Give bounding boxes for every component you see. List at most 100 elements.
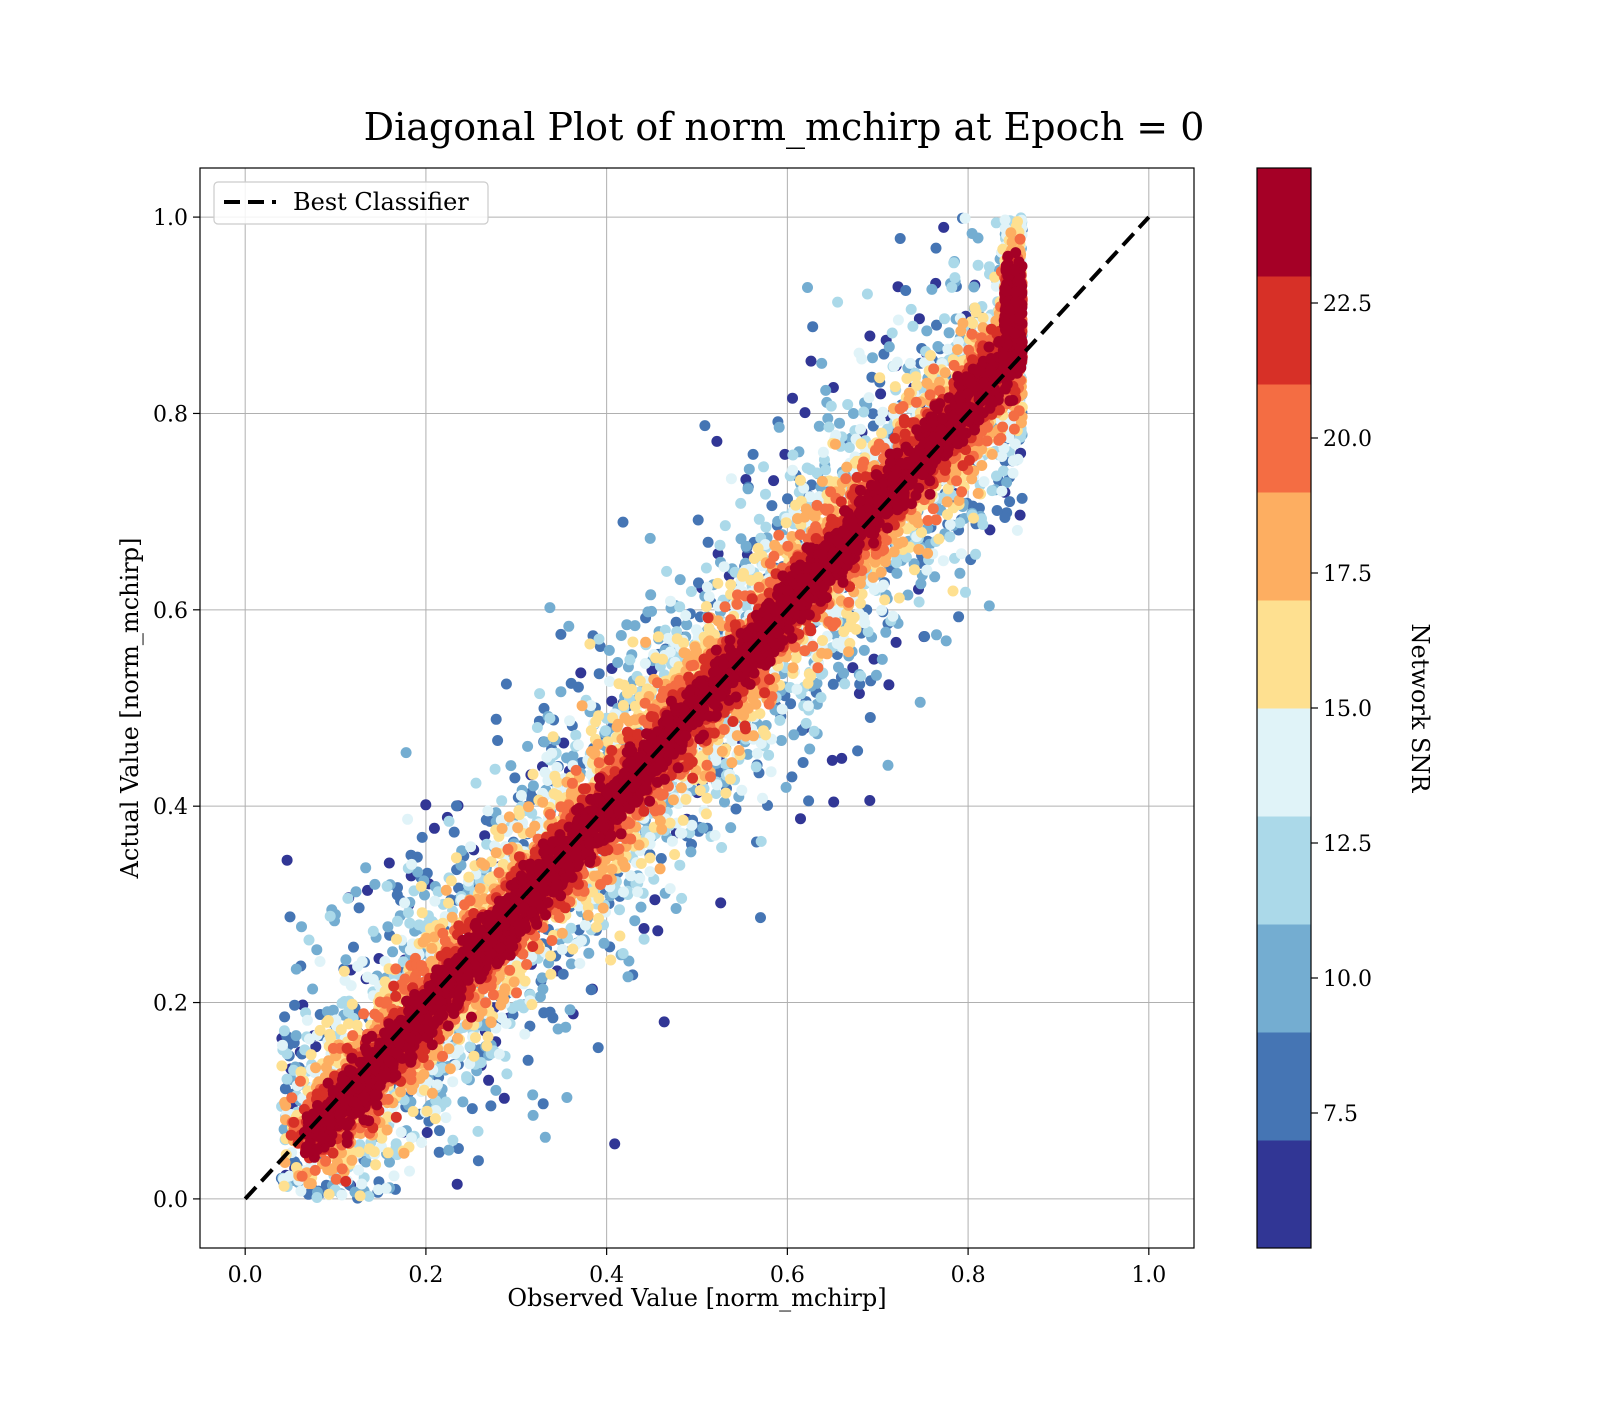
scatter-point [818,447,829,458]
scatter-point [356,1179,367,1190]
scatter-point [528,1110,539,1121]
scatter-point [609,1138,620,1149]
scatter-point [348,942,359,953]
scatter-point [447,1076,458,1087]
scatter-point [777,704,788,715]
scatter-point [575,667,586,678]
scatter-point [499,1093,510,1104]
scatter-point [302,1015,313,1026]
scatter-point [858,407,869,418]
scatter-point [895,233,906,244]
scatter-point [676,893,687,904]
scatter-point [285,911,296,922]
scatter-point [864,331,875,342]
scatter-point [855,424,866,435]
scatter-point [752,748,763,759]
scatter-point [788,729,799,740]
scatter-point [891,637,902,648]
scatter-point [960,587,971,598]
scatter-point [748,449,759,460]
scatter-point [1013,454,1024,465]
scatter-point [814,421,825,432]
scatter-point [883,679,894,690]
scatter-point [699,420,710,431]
scatter-point [618,517,629,528]
scatter-point [880,627,891,638]
scatter-point [757,793,768,804]
scatter-point [741,541,752,552]
scatter-point [855,671,866,682]
scatter-point [817,635,828,646]
scatter-point [451,800,462,811]
scatter-point [593,1042,604,1053]
scatter-point [544,602,555,613]
scatter-point [401,747,412,758]
scatter-point [368,926,379,937]
scatter-point [803,795,814,806]
scatter-point [921,325,932,336]
scatter-point [960,213,971,224]
scatter-point [461,1073,472,1084]
scatter-point [612,657,623,668]
scatter-point [704,591,715,602]
scatter-point [444,816,455,827]
scatter-point [311,944,322,955]
scatter-point [672,633,683,644]
scatter-point [404,918,415,929]
scatter-point [629,915,640,926]
scatter-point [675,574,686,585]
scatter-point [776,735,787,746]
scatter-point [645,533,656,544]
scatter-point [565,1004,576,1015]
scatter-point [434,1147,445,1158]
scatter-point [282,855,293,866]
scatter-point [665,596,676,607]
scatter-point [702,582,713,593]
scatter-point [544,713,555,724]
scatter-point [938,222,949,233]
scatter-point [996,486,1007,497]
scatter-point [909,564,920,575]
scatter-point [649,894,660,905]
scatter-point [715,540,726,551]
scatter-point [991,471,1002,482]
scatter-point [528,769,539,780]
scatter-point [657,654,668,665]
scatter-point [523,1055,534,1066]
scatter-point [978,313,989,324]
scatter-point [616,630,627,641]
scatter-point [803,700,814,711]
scatter-point [944,327,955,338]
scatter-point [919,631,930,642]
scatter-point [875,388,886,399]
scatter-point [795,813,806,824]
scatter-point [625,870,636,881]
scatter-point [485,1100,496,1111]
scatter-point [420,799,431,810]
scatter-point [355,1190,366,1201]
scatter-point [787,393,798,404]
scatter-point [614,904,625,915]
scatter-point [496,795,507,806]
scatter-point [1008,468,1019,479]
scatter-point [557,944,568,955]
scatter-point [926,284,937,295]
scatter-point [422,1127,433,1138]
scatter-point [618,700,629,711]
scatter-point [463,872,474,883]
scatter-point [890,381,901,392]
scatter-point [360,862,371,873]
scatter-point [289,1000,300,1011]
scatter-point [693,515,704,526]
scatter-point [715,897,726,908]
scatter-point [807,321,818,332]
scatter-point [382,881,393,892]
scatter-point [800,407,811,418]
scatter-point [501,1068,512,1079]
scatter-point [914,597,925,608]
scatter-point [403,907,414,918]
scatter-point [907,321,918,332]
scatter-point [802,282,813,293]
